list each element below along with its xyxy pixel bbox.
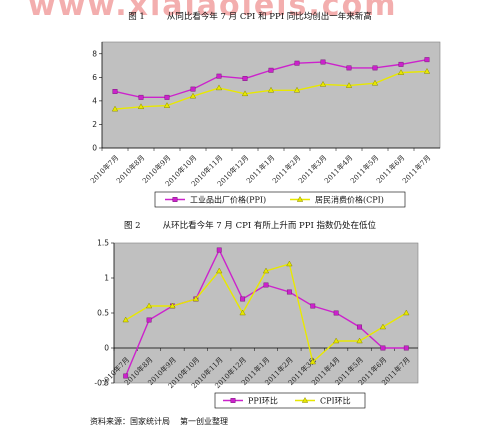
c1-series-0-point-6 <box>268 67 274 73</box>
figure2-title: 从环比看今年 7 月 CPI 有所上升而 PPI 指数仍处在低位 <box>162 221 377 231</box>
c1-series-1-point-7 <box>293 86 301 93</box>
c1-series-0-point-1 <box>138 94 144 100</box>
c2-ytick-label-3: 1 <box>104 274 109 283</box>
watermark-text: www.xiaiaoiels.com <box>28 0 398 23</box>
c2-legend-label-1: CPI环比 <box>320 396 351 406</box>
c2-series-1-point-9 <box>332 337 340 344</box>
source-org: 第一创业整理 <box>180 417 228 426</box>
c2-ytick-label-0: -0.5 <box>94 379 109 388</box>
c2-ytick-label-1: 0 <box>104 344 109 353</box>
c2-series-0-point-5 <box>240 296 246 302</box>
c2-series-0-point-4 <box>216 247 222 253</box>
c1-legend-label-1: 居民消费价格(CPI) <box>315 195 384 205</box>
c2-series-1-point-7 <box>286 260 293 267</box>
c2-series-1-point-5 <box>239 309 246 316</box>
c1-ytick-label-4: 8 <box>92 49 97 58</box>
c2-series-1-point-0 <box>122 316 129 323</box>
c2-series-0-point-6 <box>263 282 269 288</box>
figure1-caption: 图 1 从同比看今年 7 月 CPI 和 PPI 同比均创出一年来新高 <box>0 10 500 22</box>
c1-series-1-point-4 <box>215 84 223 91</box>
c2-legend-label-0: PPI环比 <box>248 396 278 406</box>
c1-series-1-point-1 <box>137 103 145 110</box>
c1-series-0-point-12 <box>424 57 430 63</box>
figure1-number: 图 1 <box>128 12 145 22</box>
c1-series-1-point-2 <box>163 102 171 108</box>
c2-series-1-point-11 <box>379 323 387 330</box>
c1-series-1-point-5 <box>241 90 249 97</box>
c2-series-0-point-0 <box>123 373 129 379</box>
c2-series-0-point-10 <box>357 324 362 330</box>
c1-series-1-point-10 <box>371 79 379 86</box>
c1-series-1-point-0 <box>111 105 119 112</box>
c1-series-1-point-3 <box>189 92 197 99</box>
c2-series-0-point-11 <box>380 345 386 351</box>
c2-series-1-point-10 <box>356 337 363 344</box>
c1-series-0-point-5 <box>242 76 248 81</box>
c2-series-0-point-7 <box>286 289 292 295</box>
c1-ytick-label-0: 0 <box>92 144 97 153</box>
c2-series-1-point-2 <box>169 302 176 309</box>
c2-series-0-point-12 <box>403 345 409 351</box>
c1-series-1-point-11 <box>397 69 405 75</box>
c2-legend-box <box>214 392 366 409</box>
c1-ytick-label-1: 2 <box>92 120 97 129</box>
figure2-caption: 图 2 从环比看今年 7 月 CPI 有所上升而 PPI 指数仍处在低位 <box>0 219 500 231</box>
c1-legend-box <box>154 191 406 208</box>
c2-series-1-point-3 <box>192 295 200 302</box>
c1-series-0-point-8 <box>320 59 326 65</box>
c1-series-1-point-9 <box>345 82 353 88</box>
c1-legend-swatch-marker-1 <box>296 195 304 202</box>
figure1-title: 从同比看今年 7 月 CPI 和 PPI 同比均创出一年来新高 <box>166 12 372 22</box>
c2-series-0-point-8 <box>310 303 316 309</box>
c1-series-0-point-9 <box>346 65 352 71</box>
c2-series-1-point-4 <box>216 267 223 274</box>
c2-series-1-point-6 <box>262 267 270 274</box>
c1-series-0-point-2 <box>164 94 170 100</box>
c1-series-0-point-7 <box>294 60 300 66</box>
c1-legend-label-0: 工业品出厂价格(PPI) <box>190 195 266 205</box>
c2-series-1-point-8 <box>309 358 316 365</box>
c2-series-0-point-9 <box>333 310 339 316</box>
c1-legend-swatch-marker-0 <box>172 197 178 202</box>
c1-series-0-point-10 <box>372 65 378 71</box>
c1-series-1-point-8 <box>319 80 327 87</box>
c1-series-1-point-6 <box>267 86 275 93</box>
c1-series-0-point-0 <box>112 89 118 94</box>
figure2-number: 图 2 <box>123 221 141 231</box>
source-note: 资料来源：国家统计局 第一创业整理 <box>90 416 228 427</box>
c2-series-1-point-12 <box>403 309 410 316</box>
c1-series-0-point-3 <box>190 86 196 92</box>
c2-ytick-label-2: 0.5 <box>97 309 109 318</box>
c1-series-1-point-12 <box>423 67 431 74</box>
source-label: 资料来源：国家统计局 <box>90 417 170 426</box>
c2-series-1-point-1 <box>145 302 153 309</box>
c2-plot-area <box>113 242 419 384</box>
c2-legend-swatch-marker-1 <box>301 396 309 403</box>
c1-series-0-point-4 <box>216 73 222 79</box>
c2-ytick-label-4: 1.5 <box>97 239 109 248</box>
c1-ytick-label-3: 6 <box>92 73 97 82</box>
c1-series-0-point-11 <box>398 61 404 67</box>
c2-legend-swatch-marker-0 <box>230 398 236 403</box>
c1-ytick-label-2: 4 <box>92 97 97 106</box>
c2-series-0-point-1 <box>146 317 152 323</box>
